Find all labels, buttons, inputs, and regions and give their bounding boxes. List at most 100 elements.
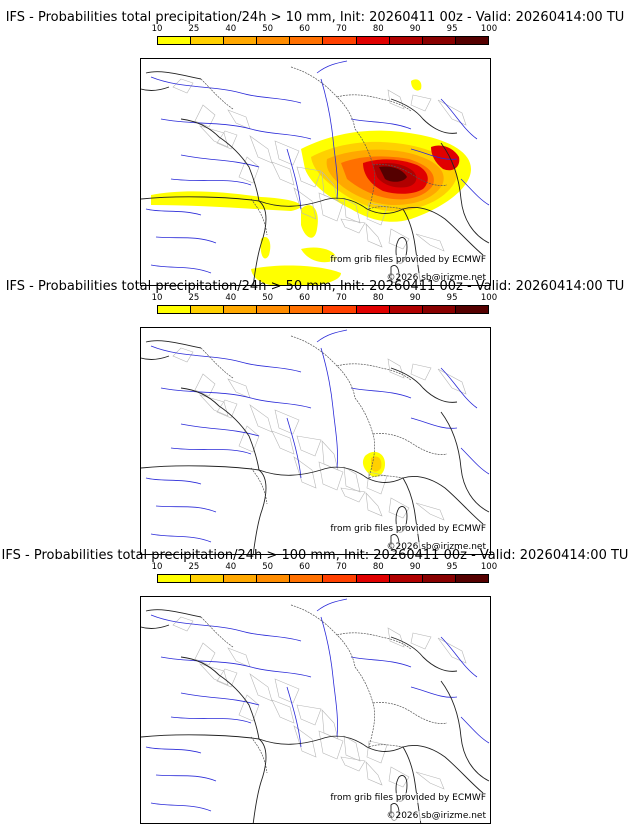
colorbar-swatch	[389, 575, 423, 582]
colorbar-tick: 60	[299, 24, 311, 34]
source-credit: from grib files provided by ECMWF	[330, 793, 486, 803]
river-line	[170, 178, 252, 186]
river-line	[150, 802, 212, 812]
river-line	[286, 148, 302, 210]
country-border	[372, 702, 448, 724]
river-line	[155, 236, 217, 244]
admin-boundary	[437, 99, 467, 126]
river-line	[316, 598, 348, 612]
admin-boundary	[194, 642, 216, 666]
colorbar	[157, 305, 489, 314]
admin-boundary	[410, 363, 432, 381]
colorbar-swatch	[257, 306, 291, 313]
admin-boundary	[172, 78, 194, 94]
admin-boundary	[437, 637, 467, 664]
admin-boundary	[366, 740, 388, 764]
coastline	[440, 680, 490, 782]
colorbar-tick: 25	[188, 24, 200, 34]
colorbar-swatch	[290, 37, 324, 44]
admin-boundary	[293, 725, 317, 758]
colorbar-swatch	[356, 575, 390, 582]
coastline	[145, 71, 202, 80]
admin-boundary	[296, 166, 322, 188]
admin-boundary	[271, 699, 295, 724]
country-border	[336, 363, 412, 381]
admin-boundary	[274, 678, 300, 704]
colorbar-swatch	[455, 575, 488, 582]
admin-boundary	[194, 373, 216, 397]
colorbar-tick: 95	[446, 24, 458, 34]
colorbar	[157, 574, 489, 583]
panel-title: IFS - Probabilities total precipitation/…	[1, 548, 629, 563]
admin-boundary	[388, 228, 410, 250]
coastline	[258, 735, 484, 794]
colorbar-tick: 70	[335, 293, 347, 303]
copyright-credit: ©2026 sb@irizme.net	[386, 542, 486, 552]
coastline	[180, 656, 260, 740]
colorbar-tick: 25	[188, 562, 200, 572]
admin-boundary	[387, 358, 405, 379]
colorbar-tick: 80	[372, 293, 384, 303]
coastline	[141, 355, 170, 360]
admin-boundary	[343, 197, 361, 224]
colorbar-swatch	[323, 37, 357, 44]
river-line	[350, 656, 412, 668]
admin-boundary	[437, 368, 467, 395]
colorbar-tick: 40	[225, 562, 237, 572]
panel-title: IFS - Probabilities total precipitation/…	[5, 279, 625, 294]
admin-boundary	[410, 94, 432, 112]
coastline	[258, 197, 484, 256]
admin-boundary	[199, 394, 229, 417]
river-line	[320, 347, 338, 469]
colorbar-swatch	[356, 37, 390, 44]
admin-boundary	[365, 761, 383, 786]
river-line	[440, 367, 478, 409]
colorbar-tick: 90	[409, 293, 421, 303]
colorbar-swatch	[290, 575, 324, 582]
colorbar-tick: 90	[409, 24, 421, 34]
river-line	[460, 447, 490, 475]
admin-boundary	[366, 471, 388, 495]
coastline	[145, 609, 202, 618]
river-line	[350, 387, 412, 399]
river-line	[460, 716, 490, 744]
admin-boundary	[388, 497, 410, 519]
map-svg	[141, 328, 490, 554]
precip-area	[260, 236, 271, 259]
admin-boundary	[296, 435, 322, 457]
country-border	[336, 94, 412, 112]
colorbar-tick: 60	[299, 293, 311, 303]
river-line	[160, 387, 312, 409]
colorbar-tick: 10	[151, 562, 163, 572]
admin-boundary	[172, 347, 194, 363]
map-frame: from grib files provided by ECMWF ©2026 …	[140, 596, 491, 824]
colorbar-swatch	[224, 37, 258, 44]
precip-area	[301, 247, 337, 263]
country-border	[250, 736, 268, 774]
admin-boundary	[340, 756, 366, 772]
admin-boundary	[249, 673, 273, 702]
river-line	[155, 505, 217, 513]
river-line	[150, 614, 302, 642]
admin-boundary	[271, 430, 295, 455]
admin-boundary	[318, 192, 344, 222]
river-line	[170, 447, 252, 455]
coastline	[141, 196, 267, 285]
admin-boundary	[387, 89, 405, 110]
colorbar-swatch	[422, 575, 456, 582]
coastline	[440, 411, 490, 513]
precip-area	[371, 456, 382, 472]
river-line	[440, 98, 478, 140]
colorbar-labels: 10 25 40 50 60 70 80 90 95 100	[152, 562, 498, 573]
coastline	[141, 86, 170, 91]
country-border	[372, 433, 448, 455]
river-line	[316, 329, 348, 343]
colorbar-swatch	[455, 306, 488, 313]
panel-title: IFS - Probabilities total precipitation/…	[5, 10, 625, 25]
admin-boundary	[410, 632, 432, 650]
coastline	[390, 98, 458, 134]
river-line	[170, 716, 252, 724]
river-line	[316, 60, 348, 74]
colorbar-swatch	[191, 37, 225, 44]
admin-boundary	[415, 502, 445, 521]
